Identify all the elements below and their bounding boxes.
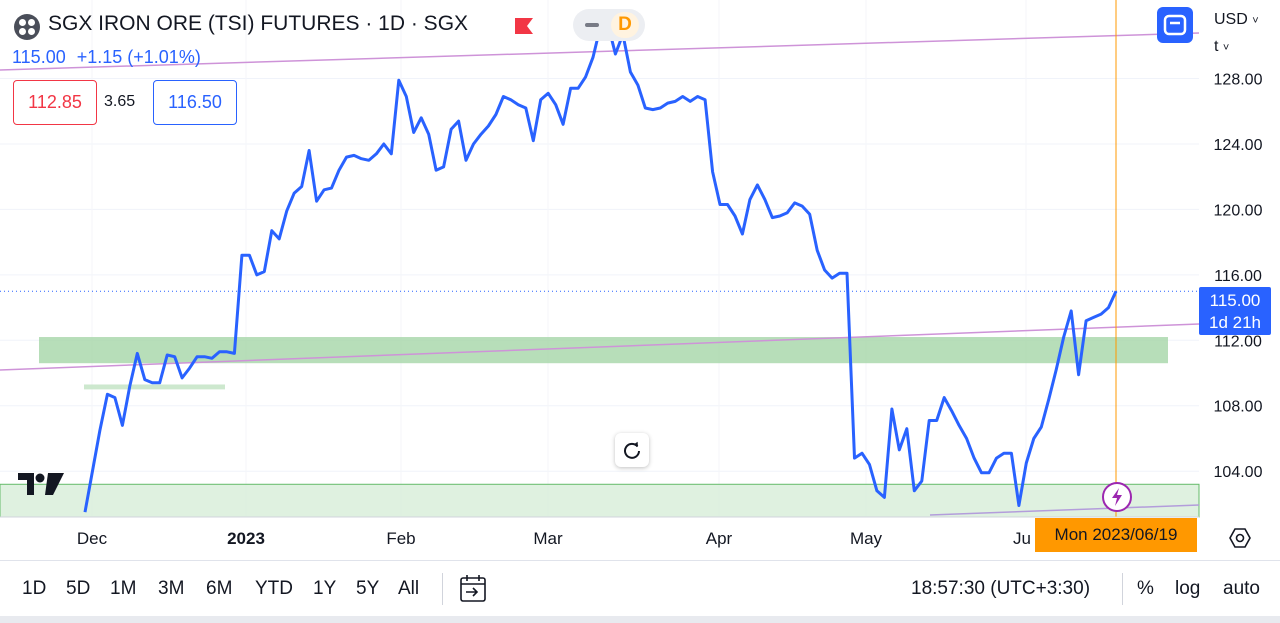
highlight-zone bbox=[39, 337, 1168, 364]
reset-chart-button[interactable] bbox=[615, 433, 649, 467]
y-axis: 104.00 108.00 112.00 116.00 120.00 124.00 128.… bbox=[1214, 72, 1263, 482]
x-tick-label: Ju bbox=[1013, 529, 1031, 548]
unit-selector[interactable]: t ˅ bbox=[1214, 38, 1229, 56]
y-tick-label: 104.00 bbox=[1214, 464, 1263, 481]
price-change: +1.15 (+1.01%) bbox=[76, 47, 201, 67]
x-tick-label: Apr bbox=[706, 529, 733, 548]
symbol-title[interactable]: SGX IRON ORE (TSI) FUTURES · 1D · SGX bbox=[48, 12, 469, 35]
range-1y-button[interactable]: 1Y bbox=[313, 578, 337, 599]
delayed-badge: D bbox=[611, 12, 639, 38]
tradingview-logo-icon[interactable] bbox=[18, 471, 66, 497]
market-status-pill[interactable]: D bbox=[573, 9, 645, 41]
x-tick-label: Dec bbox=[77, 529, 108, 548]
range-5y-button[interactable]: 5Y bbox=[356, 578, 380, 599]
minus-icon bbox=[583, 17, 601, 33]
toolbar-divider bbox=[442, 573, 443, 605]
crosshair-date-label: Mon 2023/06/19 bbox=[1035, 518, 1197, 552]
price-chart[interactable]: 104.00 108.00 112.00 116.00 120.00 124.00 128.… bbox=[0, 0, 1280, 560]
upper-trendline bbox=[0, 32, 1200, 71]
chart-grid bbox=[0, 78, 1199, 472]
price-summary: 115.00 +1.15 (+1.01%) bbox=[12, 47, 201, 68]
flag-icon[interactable] bbox=[514, 17, 534, 35]
symbol-logo-icon bbox=[14, 14, 40, 40]
lower-trendline bbox=[929, 504, 1200, 516]
toolbar-divider bbox=[1122, 573, 1123, 605]
range-1d-button[interactable]: 1D bbox=[22, 578, 47, 599]
percent-scale-button[interactable]: % bbox=[1137, 578, 1154, 599]
x-tick-label: May bbox=[850, 529, 883, 548]
y-tick-label: 128.00 bbox=[1214, 72, 1263, 89]
clock-timezone[interactable]: 18:57:30 (UTC+3:30) bbox=[911, 578, 1091, 599]
fullscreen-button[interactable] bbox=[1157, 7, 1193, 43]
range-3m-button[interactable]: 3M bbox=[158, 578, 185, 599]
trend-lines bbox=[0, 32, 1200, 516]
range-1m-button[interactable]: 1M bbox=[110, 578, 137, 599]
range-all-button[interactable]: All bbox=[398, 578, 420, 599]
log-scale-button[interactable]: log bbox=[1175, 578, 1201, 599]
chevron-down-icon: ˅ bbox=[1222, 42, 1230, 54]
auto-scale-button[interactable]: auto bbox=[1223, 578, 1260, 599]
y-tick-label: 108.00 bbox=[1214, 399, 1263, 416]
bottom-toolbar: 1D 5D 1M 3M 6M YTD 1Y 5Y All 18:57:30 (U… bbox=[0, 560, 1280, 617]
last-price-value: 115.00 bbox=[1209, 291, 1261, 310]
y-tick-label: 116.00 bbox=[1214, 268, 1262, 285]
last-price: 115.00 bbox=[12, 47, 66, 67]
price-series-line bbox=[83, 23, 1118, 513]
highlight-zones bbox=[0, 337, 1200, 518]
highlight-zone bbox=[0, 483, 1200, 518]
go-to-date-icon[interactable] bbox=[459, 574, 487, 604]
y-tick-label: 112.00 bbox=[1214, 333, 1262, 350]
highlight-zone bbox=[84, 384, 225, 390]
chevron-down-icon: ˅ bbox=[1252, 15, 1259, 27]
buy-price-button[interactable]: 116.50 bbox=[153, 80, 237, 125]
spread-value: 3.65 bbox=[104, 93, 136, 110]
sell-price-button[interactable]: 112.85 bbox=[13, 80, 97, 125]
settings-icon[interactable] bbox=[1228, 526, 1252, 550]
currency-label: USD bbox=[1214, 11, 1248, 28]
bottom-strip bbox=[0, 616, 1280, 623]
lightning-icon[interactable] bbox=[1101, 481, 1133, 518]
range-ytd-button[interactable]: YTD bbox=[255, 578, 293, 599]
y-tick-label: 120.00 bbox=[1214, 202, 1263, 219]
fullscreen-icon bbox=[1163, 14, 1187, 36]
bar-countdown: 1d 21h bbox=[1209, 313, 1261, 332]
range-6m-button[interactable]: 6M bbox=[206, 578, 233, 599]
range-5d-button[interactable]: 5D bbox=[66, 578, 91, 599]
x-tick-label: Mar bbox=[533, 529, 563, 548]
reset-icon bbox=[624, 441, 640, 459]
y-tick-label: 124.00 bbox=[1214, 137, 1263, 154]
last-price-label: 115.00 1d 21h bbox=[1199, 287, 1271, 335]
unit-label: t bbox=[1214, 38, 1219, 55]
currency-selector[interactable]: USD ˅ bbox=[1214, 11, 1259, 29]
x-tick-label: 2023 bbox=[227, 529, 265, 548]
x-tick-label: Feb bbox=[386, 529, 415, 548]
middle-trendline bbox=[0, 323, 1200, 371]
x-axis: Dec 2023 Feb Mar Apr May Ju bbox=[77, 529, 1031, 548]
